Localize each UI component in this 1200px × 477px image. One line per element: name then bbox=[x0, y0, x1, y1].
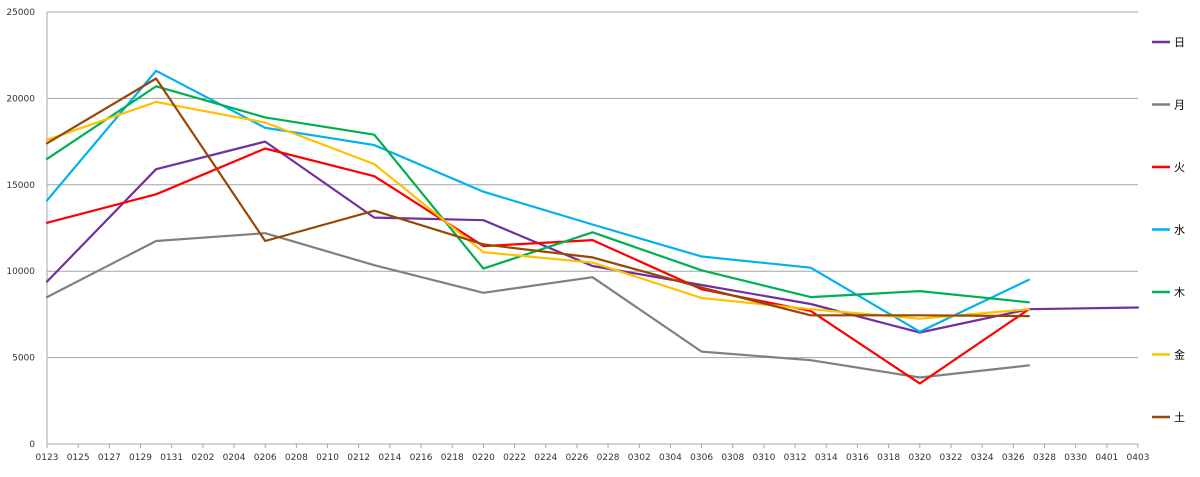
legend-label: 月 bbox=[1174, 99, 1185, 112]
x-tick-label: 0129 bbox=[129, 453, 152, 463]
x-tick-label: 0306 bbox=[690, 453, 713, 463]
x-tick-label: 0403 bbox=[1127, 453, 1150, 463]
x-tick-label: 0304 bbox=[659, 453, 682, 463]
x-tick-label: 0328 bbox=[1033, 453, 1056, 463]
x-tick-label: 0208 bbox=[285, 453, 308, 463]
x-tick-label: 0226 bbox=[565, 453, 588, 463]
x-tick-label: 0123 bbox=[36, 453, 59, 463]
x-tick-label: 0224 bbox=[534, 453, 557, 463]
x-tick-label: 0330 bbox=[1064, 453, 1087, 463]
x-tick-label: 0308 bbox=[721, 453, 744, 463]
series-line-3 bbox=[45, 147, 1031, 385]
x-tick-label: 0312 bbox=[784, 453, 807, 463]
x-tick-label: 0310 bbox=[752, 453, 775, 463]
series-line-7 bbox=[45, 77, 1031, 318]
x-tick-label: 0326 bbox=[1002, 453, 1025, 463]
y-tick-label: 15000 bbox=[6, 181, 35, 191]
series-line-4 bbox=[45, 69, 1031, 333]
x-tick-label: 0320 bbox=[908, 453, 931, 463]
x-tick-label: 0214 bbox=[378, 453, 401, 463]
legend-label: 木 bbox=[1174, 286, 1185, 299]
y-tick-label: 25000 bbox=[6, 8, 35, 18]
series-line-1 bbox=[45, 140, 1140, 334]
y-tick-label: 0 bbox=[29, 440, 35, 450]
x-axis: 0123 0125 0127 0129 0131 0202 0204 0206 0208 0210… bbox=[36, 443, 1150, 463]
y-axis: 0 5000 10000 15000 20000 25000 bbox=[6, 8, 48, 450]
legend-label: 土 bbox=[1174, 411, 1185, 424]
x-tick-label: 0228 bbox=[597, 453, 620, 463]
x-tick-label: 0125 bbox=[67, 453, 90, 463]
series-line-5 bbox=[45, 85, 1031, 304]
legend-label: 金 bbox=[1174, 348, 1185, 362]
x-tick-label: 0322 bbox=[940, 453, 963, 463]
x-tick-label: 0316 bbox=[846, 453, 869, 463]
y-tick-label: 20000 bbox=[6, 94, 35, 104]
x-tick-label: 0202 bbox=[191, 453, 214, 463]
x-tick-label: 0401 bbox=[1095, 453, 1118, 463]
x-tick-label: 0314 bbox=[815, 453, 838, 463]
x-tick-label: 0318 bbox=[877, 453, 900, 463]
series-line-2 bbox=[45, 232, 1031, 379]
x-tick-label: 0218 bbox=[441, 453, 464, 463]
x-tick-label: 0212 bbox=[347, 453, 370, 463]
legend-label: 日 bbox=[1174, 36, 1185, 49]
legend-label: 火 bbox=[1174, 161, 1185, 174]
series-lines bbox=[45, 69, 1140, 385]
x-tick-label: 0210 bbox=[316, 453, 339, 463]
x-tick-label: 0324 bbox=[971, 453, 994, 463]
y-tick-label: 10000 bbox=[6, 267, 35, 277]
x-tick-label: 0204 bbox=[223, 453, 246, 463]
x-tick-label: 0127 bbox=[98, 453, 121, 463]
x-tick-label: 0220 bbox=[472, 453, 495, 463]
x-tick-label: 0222 bbox=[503, 453, 526, 463]
series-line-6 bbox=[45, 100, 1031, 320]
x-tick-label: 0131 bbox=[160, 453, 183, 463]
y-tick-label: 5000 bbox=[12, 354, 35, 364]
x-tick-label: 0206 bbox=[254, 453, 277, 463]
legend-label: 水 bbox=[1174, 224, 1185, 237]
x-tick-label: 0302 bbox=[628, 453, 651, 463]
x-tick-label: 0216 bbox=[410, 453, 433, 463]
